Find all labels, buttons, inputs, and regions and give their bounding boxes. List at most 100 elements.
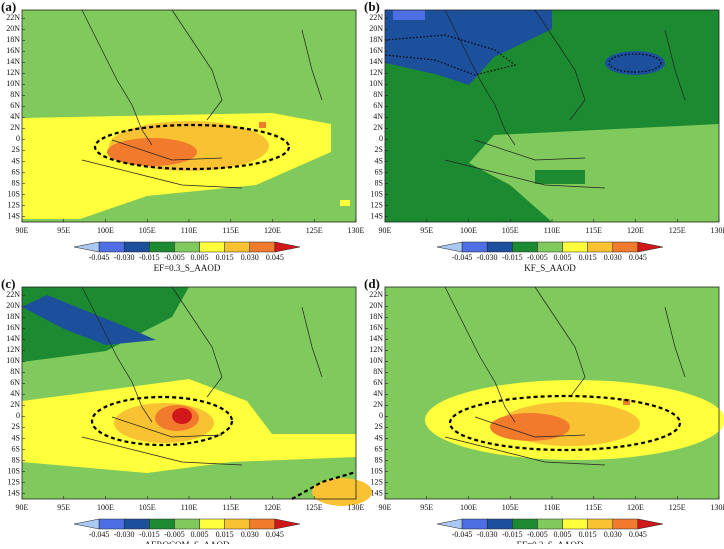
lat-label: 6S <box>375 167 383 176</box>
lon-label: 115E <box>585 226 602 235</box>
colorbar-cell <box>587 241 614 253</box>
colorbar-label: 0.015 <box>579 253 597 262</box>
colorbar-label: -0.005 <box>527 253 548 262</box>
colorbar-label: -0.045 <box>452 530 473 539</box>
lat-label: 4S <box>375 433 383 442</box>
lat-label: 0 <box>379 411 383 420</box>
lon-label: 110E <box>181 226 198 235</box>
lon-label: 125E <box>669 226 686 235</box>
colorbar-label: 0.005 <box>191 253 209 262</box>
lat-label: 2N <box>373 400 383 409</box>
lat-label: 12N <box>6 345 20 354</box>
colorbar-cell <box>537 241 563 253</box>
lon-label: 95E <box>57 226 70 235</box>
lat-label: 6S <box>12 444 20 453</box>
lat-label: 10N <box>6 79 20 88</box>
lat-label: 4N <box>10 112 20 121</box>
colorbar-cell <box>512 518 538 530</box>
lat-label: 10S <box>8 466 20 475</box>
lat-label: 12S <box>371 200 383 209</box>
lat-label: 20N <box>6 24 20 33</box>
lon-label: 105E <box>502 503 519 512</box>
lat-label: 12N <box>369 345 383 354</box>
colorbar-cell <box>637 518 664 530</box>
lat-label: 18N <box>6 312 20 321</box>
lat-label: 6N <box>10 378 20 387</box>
lat-label: 10S <box>371 189 383 198</box>
lat-label: 6S <box>12 167 20 176</box>
colorbar-label: -0.030 <box>477 530 498 539</box>
lat-label: 8N <box>373 367 383 376</box>
colorbar-label: -0.030 <box>114 253 135 262</box>
lat-label: 8S <box>375 455 383 464</box>
lat-label: 2S <box>12 145 20 154</box>
lon-label: 90E <box>379 226 392 235</box>
lat-label: 14S <box>371 488 383 497</box>
lat-label: 8S <box>12 178 20 187</box>
lat-label: 0 <box>16 411 20 420</box>
colorbar-cell <box>149 241 175 253</box>
lat-label: 14N <box>6 334 20 343</box>
lat-label: 8S <box>12 455 20 464</box>
colorbar-cell <box>587 518 614 530</box>
lat-label: 12S <box>371 477 383 486</box>
colorbar-label: 0.030 <box>241 253 259 262</box>
colorbar-cell <box>98 241 125 253</box>
colorbar-cell <box>174 241 200 253</box>
lat-label: 10N <box>369 79 383 88</box>
lat-label: 16N <box>6 323 20 332</box>
map-a <box>21 9 357 223</box>
colorbar-label: 0.015 <box>216 253 234 262</box>
colorbar-cell <box>461 241 488 253</box>
colorbar-label: 0.015 <box>216 530 234 539</box>
lon-label: 90E <box>379 503 392 512</box>
colorbar-cell <box>224 241 251 253</box>
colorbar-label: -0.045 <box>89 253 110 262</box>
colorbar-label: 0.030 <box>241 530 259 539</box>
lon-label: 130E <box>711 503 724 512</box>
colorbar-cell <box>486 518 513 530</box>
lat-label: 8N <box>10 90 20 99</box>
lon-label: 120E <box>264 503 281 512</box>
lat-label: 18N <box>6 35 20 44</box>
lon-label: 105E <box>502 226 519 235</box>
lon-label: 125E <box>669 503 686 512</box>
lat-label: 6S <box>375 444 383 453</box>
lon-label: 130E <box>711 226 724 235</box>
panel-label: (c) <box>1 276 15 291</box>
colorbar-cell <box>612 241 639 253</box>
colorbar-label: 0.005 <box>191 530 209 539</box>
lat-label: 8N <box>10 367 20 376</box>
panel-caption: EF=0.2_S_AAOD <box>517 540 584 544</box>
colorbar-cell <box>274 241 301 253</box>
colorbar-label: -0.045 <box>452 253 473 262</box>
colorbar-label: -0.005 <box>164 530 185 539</box>
colorbar-cell <box>249 518 276 530</box>
lat-label: 2S <box>12 422 20 431</box>
panel-label: (d) <box>364 276 380 291</box>
lon-label: 90E <box>16 226 29 235</box>
lon-label: 115E <box>585 503 602 512</box>
lat-label: 20N <box>369 301 383 310</box>
lat-label: 2N <box>10 123 20 132</box>
lat-label: 14N <box>369 334 383 343</box>
colorbar-cell <box>486 241 513 253</box>
lon-label: 130E <box>348 503 365 512</box>
colorbar-cell <box>637 241 664 253</box>
lon-label: 100E <box>460 503 477 512</box>
colorbar-label: 0.045 <box>629 253 647 262</box>
colorbar-cell <box>73 241 100 253</box>
colorbar-label: 0.030 <box>604 253 622 262</box>
lat-label: 10S <box>8 189 20 198</box>
lat-label: 12S <box>8 200 20 209</box>
colorbar-label: 0.005 <box>554 253 572 262</box>
lat-label: 6N <box>373 378 383 387</box>
lat-label: 12N <box>6 68 20 77</box>
lat-label: 22N <box>6 290 20 299</box>
colorbar-cell <box>562 241 588 253</box>
lat-label: 16N <box>6 46 20 55</box>
lon-label: 100E <box>97 226 114 235</box>
lon-label: 95E <box>420 226 433 235</box>
colorbar-cell <box>174 518 200 530</box>
colorbar-cell <box>461 518 488 530</box>
